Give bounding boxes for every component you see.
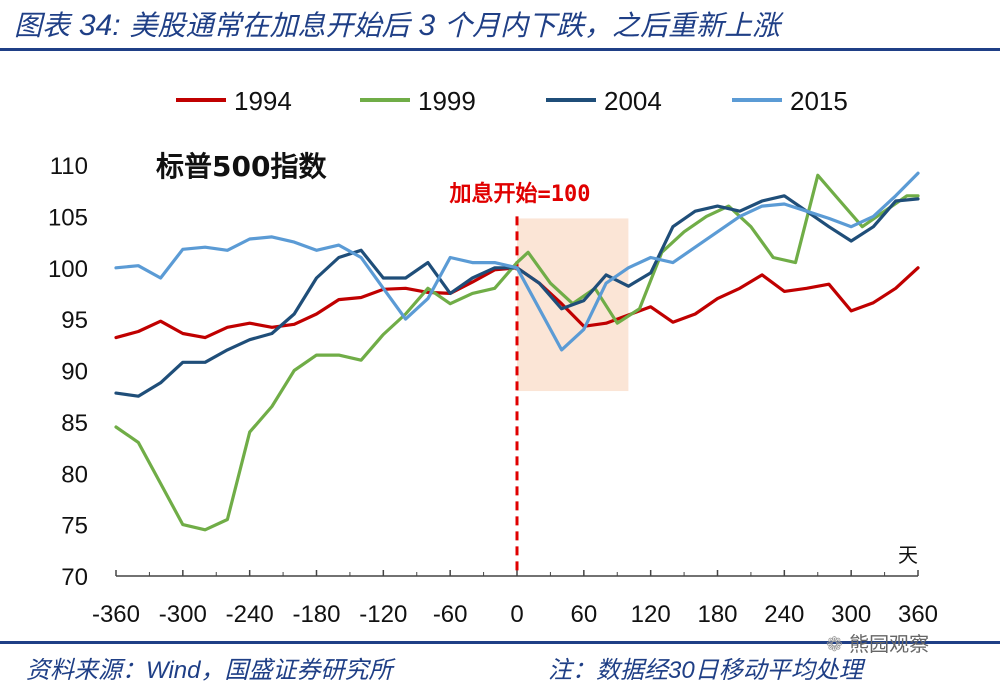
title-prefix: 图表 [14, 9, 71, 42]
x-axis-label: 天 [898, 543, 918, 567]
start-annotation: 加息开始=100 [449, 181, 591, 207]
figure-title: 图表 34: 美股通常在加息开始后 3 个月内下跌，之后重新上涨 [14, 4, 780, 44]
x-tick-label: 300 [831, 601, 871, 628]
series-line-1999 [114, 173, 920, 532]
y-tick-label: 75 [61, 513, 88, 540]
y-tick-label: 70 [61, 564, 88, 591]
title-number: 34: [78, 9, 121, 42]
title-main: 美股通常在加息开始后 [129, 9, 410, 42]
y-tick-label: 95 [61, 307, 88, 334]
x-tick-label: -120 [359, 601, 407, 628]
chart-title: 标普500指数 [156, 150, 327, 183]
x-tick-label: 360 [898, 601, 938, 628]
footer-rule [0, 641, 1000, 644]
note-prefix: 注：数据经 [548, 656, 668, 684]
y-tick-label: 110 [50, 153, 88, 180]
watermark-icon: ❁ [826, 632, 843, 656]
source-tail: ，国盛证券研究所 [200, 656, 393, 684]
title-rule [0, 48, 1000, 51]
note-number: 30 [668, 657, 695, 684]
x-tick-label: -60 [433, 601, 468, 628]
series-line-2015 [114, 171, 920, 352]
x-tick-label: 180 [697, 601, 737, 628]
x-tick-label: 120 [631, 601, 671, 628]
y-tick-label: 85 [61, 410, 88, 437]
watermark: ❁ 熊园观察 [826, 628, 929, 657]
legend-label-2004: 2004 [604, 86, 662, 116]
source-note: 资料来源：Wind，国盛证券研究所 [26, 650, 392, 685]
x-tick-label: 60 [570, 601, 597, 628]
y-tick-label: 90 [61, 359, 88, 386]
x-tick-label: 240 [764, 601, 804, 628]
watermark-text: 熊园观察 [849, 632, 930, 656]
title-tail: 个月内下跌，之后重新上涨 [444, 9, 781, 42]
y-tick-label: 105 [48, 204, 88, 231]
x-tick-label: 0 [510, 601, 523, 628]
x-tick-label: -180 [292, 601, 340, 628]
note-tail: 日移动平均处理 [694, 656, 863, 684]
legend-label-2015: 2015 [790, 86, 848, 116]
legend-label-1999: 1999 [418, 86, 476, 116]
legend-label-1994: 1994 [234, 86, 292, 116]
y-tick-label: 100 [48, 256, 88, 283]
x-tick-label: -300 [159, 601, 207, 628]
y-tick-label: 80 [61, 461, 88, 488]
source-wind: Wind [146, 657, 201, 684]
data-note: 注：数据经30日移动平均处理 [548, 650, 863, 685]
source-prefix: 资料来源： [26, 656, 146, 684]
x-tick-label: -360 [92, 601, 140, 628]
title-number-2: 3 [418, 9, 436, 42]
x-tick-label: -240 [226, 601, 274, 628]
